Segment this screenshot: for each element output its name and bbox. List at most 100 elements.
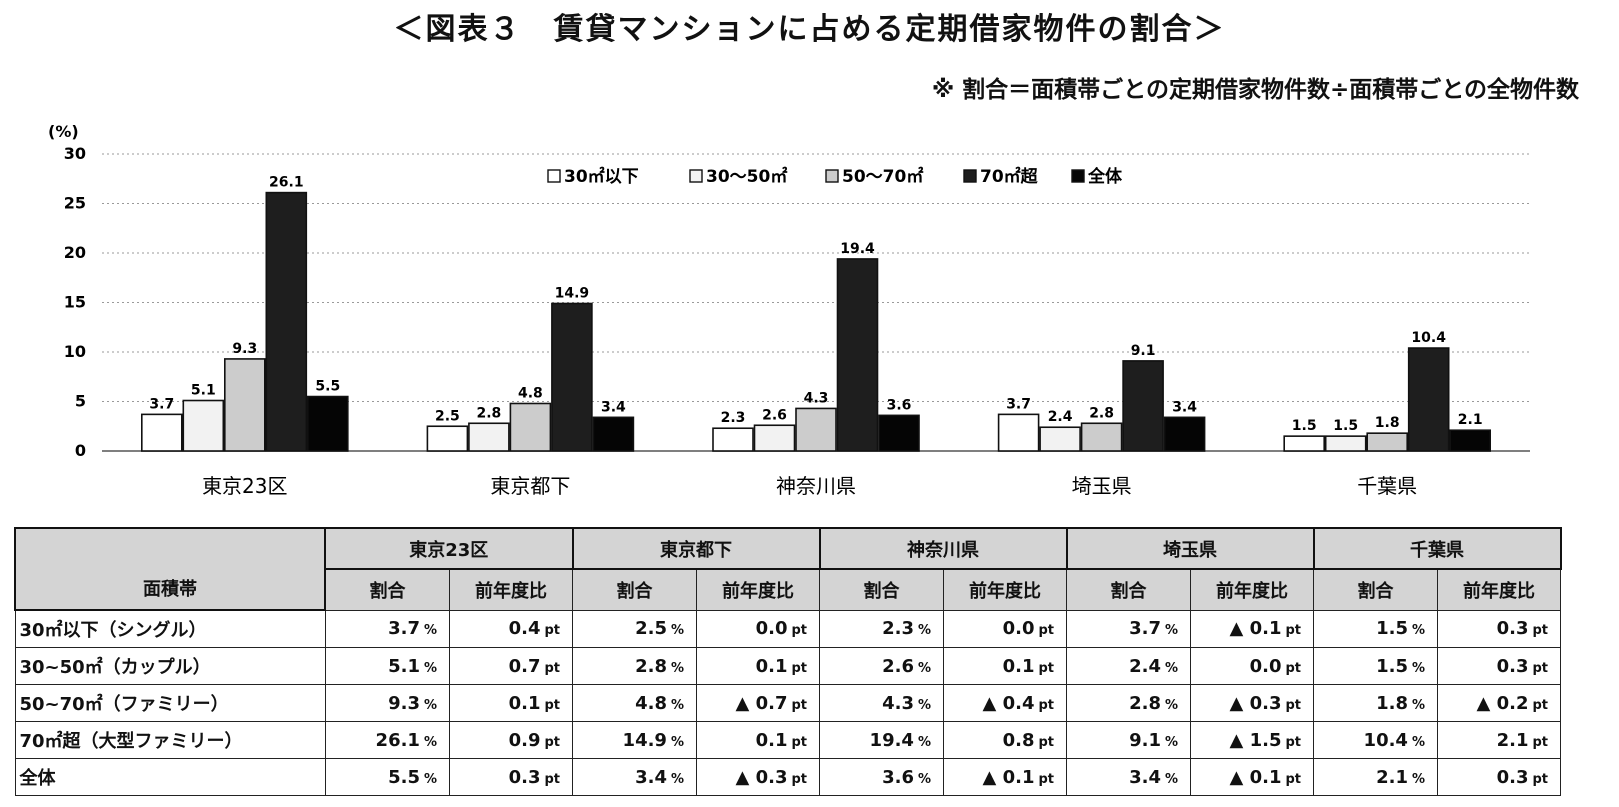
- bars: [141, 191, 1491, 452]
- ratio-cell: 2.5%: [572, 609, 697, 648]
- ratio-cell: 3.4%: [572, 758, 697, 796]
- bar: [1366, 432, 1408, 452]
- data-label: 9.3: [232, 341, 257, 357]
- yoy-header: 前年度比: [449, 568, 573, 611]
- yoy-cell: 0.1 pt: [449, 684, 573, 722]
- data-label: 5.1: [191, 383, 216, 399]
- legend-swatch: [547, 169, 561, 183]
- yoy-cell: 0.8 pt: [943, 721, 1067, 759]
- bar: [712, 427, 754, 452]
- data-label: 3.7: [149, 396, 174, 412]
- ratio-cell: 4.3%: [819, 684, 944, 722]
- legend-label: 30㎡以下: [564, 166, 639, 187]
- data-label: 2.4: [1048, 409, 1073, 425]
- y-axis-unit: (%): [48, 122, 79, 141]
- ratio-cell: 3.6%: [819, 758, 944, 796]
- ratio-cell: 1.8%: [1313, 684, 1438, 722]
- yoy-cell: ▲ 0.2 pt: [1437, 684, 1561, 722]
- data-label: 2.8: [476, 405, 501, 421]
- yoy-cell: ▲ 0.3 pt: [696, 758, 820, 796]
- table-row: 70㎡超（大型ファミリー） 26.1% 0.9 pt 14.9% 0.1 pt 19.4% 0.…: [14, 721, 1561, 759]
- ratio-header: 割合: [1313, 568, 1438, 611]
- row-label: 50~70㎡（ファミリー）: [14, 684, 326, 722]
- data-label: 2.5: [435, 408, 460, 424]
- chart-title: ＜図表３ 賃貸マンションに占める定期借家物件の割合＞: [393, 12, 1226, 47]
- ratio-cell: 1.5%: [1313, 609, 1438, 648]
- table-row: 50~70㎡（ファミリー） 9.3% 0.1 pt 4.8% ▲ 0.7 pt 4.3% ▲ 0…: [14, 684, 1561, 722]
- ratio-header: 割合: [324, 568, 450, 611]
- legend-swatch: [963, 169, 977, 183]
- ratio-cell: 9.1%: [1066, 721, 1191, 759]
- y-tick-label: 0: [75, 441, 86, 460]
- y-tick-label: 5: [75, 392, 86, 411]
- bar: [1407, 347, 1450, 452]
- table-row: 30~50㎡（カップル） 5.1% 0.7 pt 2.8% 0.1 pt 2.6% 0.1 pt 2…: [14, 647, 1561, 685]
- bar: [224, 358, 266, 452]
- bar: [509, 402, 552, 452]
- data-label: 2.1: [1458, 412, 1483, 428]
- yoy-cell: 0.3 pt: [1437, 647, 1561, 685]
- ratio-cell: 19.4%: [819, 721, 944, 759]
- category-label: 埼玉県: [1072, 474, 1132, 498]
- table-row: 30㎡以下（シングル） 3.7% 0.4 pt 2.5% 0.0 pt 2.3% 0.0 pt 3.…: [14, 609, 1561, 648]
- yoy-cell: 0.0 pt: [696, 609, 820, 648]
- bar: [1122, 360, 1164, 452]
- ratio-cell: 2.3%: [819, 609, 944, 648]
- row-label: 30~50㎡（カップル）: [14, 647, 326, 685]
- legend-label: 50～70㎡: [842, 166, 923, 187]
- data-label: 1.5: [1292, 418, 1317, 434]
- yoy-cell: 0.1 pt: [696, 647, 820, 685]
- ratio-cell: 3.7%: [1066, 609, 1191, 648]
- bar: [1163, 416, 1206, 452]
- yoy-cell: 0.7 pt: [449, 647, 573, 685]
- ratio-cell: 2.6%: [819, 647, 944, 685]
- bar: [265, 191, 308, 452]
- bar: [1324, 435, 1367, 452]
- ratio-cell: 4.8%: [572, 684, 697, 722]
- yoy-cell: 0.1 pt: [696, 721, 820, 759]
- data-label: 1.8: [1375, 415, 1400, 431]
- yoy-cell: 0.1 pt: [943, 647, 1067, 685]
- y-tick-label: 20: [64, 243, 86, 262]
- yoy-cell: ▲ 0.7 pt: [696, 684, 820, 722]
- legend-swatch: [825, 169, 839, 183]
- bar: [426, 425, 469, 452]
- yoy-cell: ▲ 0.3 pt: [1190, 684, 1314, 722]
- yoy-cell: 0.0 pt: [1190, 647, 1314, 685]
- bar: [878, 414, 920, 452]
- category-label: 神奈川県: [776, 474, 856, 498]
- region-header: 東京23区: [324, 526, 574, 571]
- yoy-header: 前年度比: [1437, 568, 1561, 611]
- bar: [1283, 435, 1325, 452]
- data-labels: 3.7 5.1 9.3 26.1 5.5 2.5 2.8 4.8 14.9 3.4 2.3 2.6 4.…: [149, 175, 1482, 435]
- yoy-cell: ▲ 0.4 pt: [943, 684, 1067, 722]
- ratio-cell: 10.4%: [1313, 721, 1438, 759]
- data-label: 3.6: [887, 397, 912, 413]
- region-header: 東京都下: [571, 526, 821, 571]
- yoy-cell: ▲ 0.1 pt: [1190, 609, 1314, 648]
- bar: [795, 407, 837, 452]
- ratio-header: 割合: [572, 568, 697, 611]
- category-labels: 東京23区 東京都下 神奈川県 埼玉県 千葉県: [202, 474, 1417, 498]
- y-tick-label: 15: [64, 293, 86, 312]
- row-label: 70㎡超（大型ファミリー）: [14, 721, 326, 759]
- row-label: 全体: [14, 758, 326, 796]
- legend-label: 全体: [1087, 166, 1123, 187]
- yoy-cell: 2.1 pt: [1437, 721, 1561, 759]
- data-label: 3.7: [1006, 396, 1031, 412]
- legend-label: 30～50㎡: [706, 166, 787, 187]
- bar: [468, 422, 510, 452]
- bar: [1080, 422, 1123, 452]
- bar-chart: 0 5 10 15 20 25 30 (%) 3.7 5.1 9.3 26.1 5.5 2.5 2.8 4…: [48, 122, 1530, 498]
- ratio-cell: 2.8%: [1066, 684, 1191, 722]
- legend-swatch: [689, 169, 703, 183]
- data-label: 4.3: [804, 390, 829, 406]
- region-header: 埼玉県: [1065, 526, 1315, 571]
- bar: [836, 258, 879, 452]
- data-label: 10.4: [1411, 330, 1446, 346]
- yoy-cell: 0.3 pt: [1437, 758, 1561, 796]
- ratio-cell: 1.5%: [1313, 647, 1438, 685]
- yoy-cell: 0.4 pt: [449, 609, 573, 648]
- table-row: 全体 5.5% 0.3 pt 3.4% ▲ 0.3 pt 3.6% ▲ 0.1 pt 3.4% ▲ 0…: [14, 758, 1561, 796]
- row-label: 30㎡以下（シングル）: [14, 609, 326, 648]
